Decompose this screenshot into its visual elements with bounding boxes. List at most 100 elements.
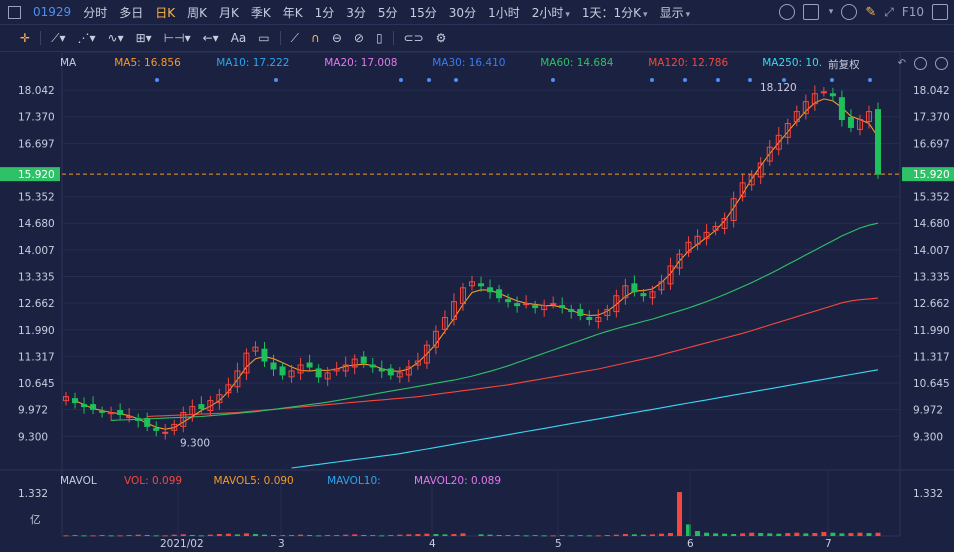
- measure-tool-icon[interactable]: ⊢⊣▾: [163, 31, 191, 45]
- price-tick-label-left: 13.335: [18, 272, 55, 284]
- volume-bar: [388, 535, 394, 537]
- hide-icon[interactable]: ⊘: [353, 31, 364, 45]
- low-price-marker: 9.300: [180, 437, 210, 449]
- volume-bar: [271, 535, 277, 537]
- candle-body: [162, 431, 169, 434]
- camera-icon[interactable]: [841, 4, 858, 20]
- price-tick-label-right: 18.042: [913, 85, 950, 97]
- price-tick-label-right: 11.317: [913, 351, 950, 363]
- adjust-selector[interactable]: 前复权: [828, 59, 860, 71]
- text-tool[interactable]: Aa: [230, 31, 247, 45]
- volume-bar: [424, 533, 430, 536]
- period-tab[interactable]: 季K: [250, 5, 271, 20]
- lock-icon[interactable]: ⊖: [331, 31, 342, 45]
- candle-body: [631, 283, 638, 293]
- panel-toggle-icon[interactable]: [932, 4, 948, 20]
- mavol-label[interactable]: MAVOL: [60, 475, 97, 487]
- volume-bar: [577, 535, 583, 537]
- zoom-in-icon[interactable]: [935, 57, 948, 70]
- checkbox-icon[interactable]: [802, 4, 819, 20]
- ma120-line: [147, 297, 879, 418]
- candle-body: [658, 281, 665, 291]
- volume-bar: [225, 533, 231, 536]
- kline-chart[interactable]: 18.042 18.042 17.370 17.370 16.697 16.697 15.3…: [0, 52, 954, 552]
- brush-icon[interactable]: ⟋: [290, 30, 300, 45]
- volume-bar: [289, 535, 295, 537]
- candle-body: [63, 396, 69, 402]
- volume-bar: [595, 535, 601, 537]
- period-tab[interactable]: 周K: [187, 5, 207, 20]
- period-tab-active[interactable]: 日K: [155, 5, 176, 20]
- candle-body: [703, 231, 710, 239]
- candle-body: [405, 366, 412, 376]
- period-tab[interactable]: 年K: [282, 5, 303, 20]
- candle-body: [748, 174, 755, 186]
- time-tick-label: 2021/02: [160, 538, 204, 550]
- trash-icon[interactable]: ▯: [375, 31, 383, 45]
- period-tab[interactable]: 2小时 ▾: [526, 4, 576, 21]
- settings-gear-icon[interactable]: [778, 4, 795, 20]
- candle-body: [469, 281, 475, 287]
- volume-bar: [505, 535, 511, 537]
- candle-body: [559, 305, 566, 309]
- display-menu[interactable]: 显示 ▾: [654, 4, 697, 21]
- drawing-toolbar: ✛ ⟋▾ ⋰▾ ∿▾ ⊞▾ ⊢⊣▾ ←▾ Aa ▭ ⟋ ∩ ⊖ ⊘ ▯ ⊂⊃ ⚙: [0, 25, 954, 52]
- candle-body: [865, 111, 872, 122]
- f10-button[interactable]: F10: [901, 5, 924, 19]
- period-tab[interactable]: 30分: [448, 5, 477, 20]
- chevron-down-icon[interactable]: ▾: [828, 7, 834, 17]
- volume-bar: [803, 533, 809, 536]
- period-tab[interactable]: 1分: [314, 5, 335, 20]
- channel-tool-icon[interactable]: ⋰▾: [77, 31, 96, 45]
- candle-body: [829, 93, 836, 97]
- period-tab[interactable]: 月K: [218, 5, 239, 20]
- line-tool-icon[interactable]: ⟋▾: [51, 30, 66, 45]
- arrow-tool-icon[interactable]: ←▾: [202, 31, 219, 45]
- period-tab[interactable]: 15分: [409, 5, 437, 20]
- volume-bar: [243, 533, 249, 536]
- candle-body: [432, 330, 439, 348]
- price-tick-label-left: 11.317: [18, 351, 55, 363]
- period-selector[interactable]: 1天：1分K ▾: [576, 4, 654, 21]
- zoom-out-icon[interactable]: [914, 57, 927, 70]
- grid-tool-icon[interactable]: ⊞▾: [135, 31, 152, 45]
- candle-body: [640, 293, 647, 297]
- chevron-down-icon: ▾: [565, 9, 570, 20]
- moving-average-lines: [74, 98, 879, 469]
- period-tab[interactable]: 3分: [346, 5, 366, 20]
- candle-body: [144, 417, 151, 427]
- volume-bar: [550, 535, 556, 537]
- period-tab[interactable]: 1小时: [488, 5, 520, 20]
- ma-label[interactable]: MA: [60, 57, 77, 69]
- volume-bar: [334, 535, 340, 537]
- sidebar-toggle-icon[interactable]: [8, 5, 21, 19]
- crosshair-icon[interactable]: ✛: [20, 31, 31, 45]
- price-tick-label-left: 14.007: [18, 245, 55, 257]
- volume-bar: [216, 534, 222, 536]
- magnet-icon[interactable]: ∩: [311, 31, 320, 45]
- candle-body: [450, 301, 457, 320]
- volume-bar: [135, 534, 141, 536]
- pencil-icon[interactable]: ✎: [865, 4, 877, 20]
- settings-icon[interactable]: ⚙: [435, 31, 447, 45]
- current-price-label-left: 15.920: [18, 169, 55, 181]
- top-bar: 01929 分时 多日 日K 周K 月K 季K 年K 1分 3分 5分 15分 …: [0, 0, 954, 25]
- link-icon[interactable]: ⊂⊃: [403, 31, 424, 45]
- undo-icon[interactable]: ↶: [897, 58, 906, 69]
- comment-icon[interactable]: ▭: [258, 31, 270, 45]
- volume-bar: [415, 534, 421, 536]
- event-dot: [427, 78, 431, 82]
- wave-tool-icon[interactable]: ∿▾: [107, 31, 124, 45]
- candle-body: [360, 356, 367, 364]
- volume-bar: [514, 535, 520, 537]
- ma120-value: MA120: 12.786: [648, 57, 729, 69]
- period-tab[interactable]: 5分: [377, 5, 398, 20]
- volume-bar: [532, 535, 538, 537]
- candle-body: [369, 364, 376, 368]
- volume-bar: [460, 533, 466, 536]
- candle-body: [126, 415, 133, 418]
- fullscreen-icon[interactable]: ⤢: [884, 4, 894, 19]
- period-tab[interactable]: 多日: [119, 5, 144, 20]
- period-tab[interactable]: 分时: [83, 5, 108, 20]
- volume-bar: [117, 535, 123, 537]
